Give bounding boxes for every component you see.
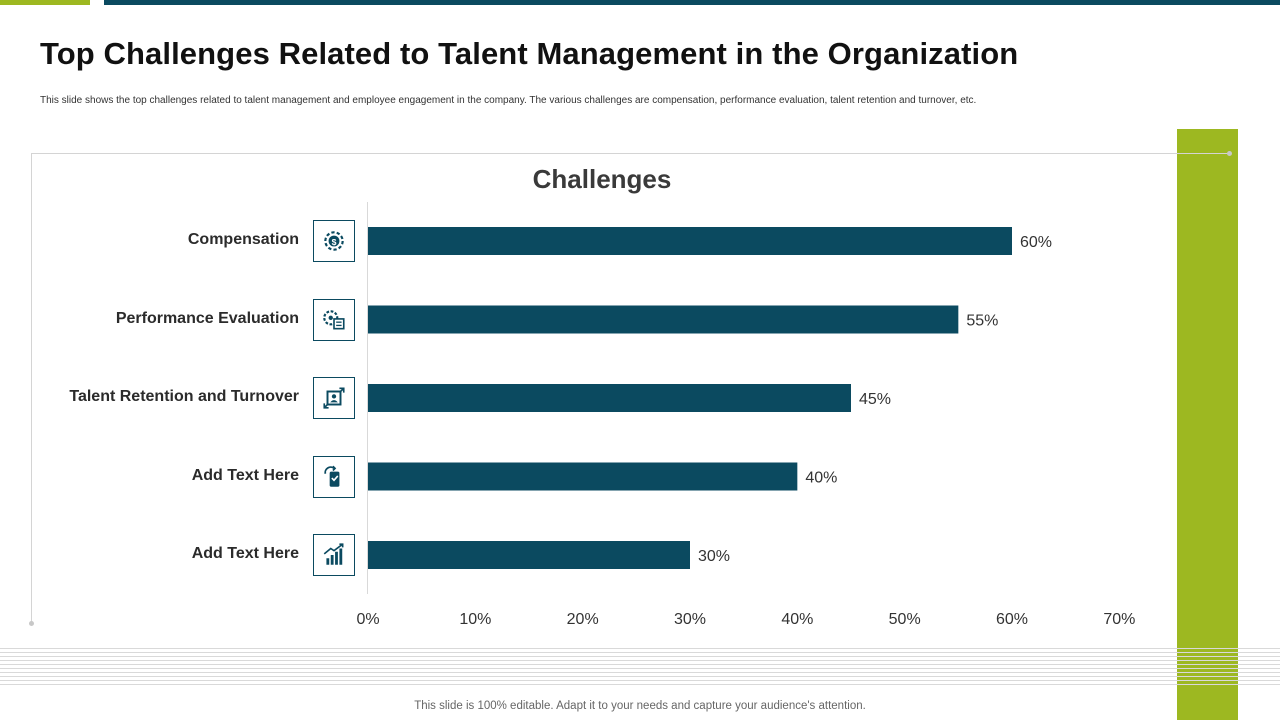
- frame-line-left: [31, 153, 32, 623]
- green-side-pillar: [1177, 129, 1238, 720]
- top-accent-green: [0, 0, 90, 5]
- id-card-arrows-icon: [313, 377, 355, 419]
- x-tick-label: 20%: [567, 611, 599, 628]
- category-label: Add Text Here: [191, 545, 299, 562]
- growth-chart-icon: [313, 534, 355, 576]
- chart-title: Challenges: [532, 164, 672, 194]
- evaluation-gear-icon: [313, 298, 355, 341]
- bar-value-label: 45%: [859, 391, 891, 408]
- page-title: Top Challenges Related to Talent Managem…: [40, 36, 1019, 71]
- x-tick-label: 10%: [459, 611, 491, 628]
- category-label: Talent Retention and Turnover: [69, 388, 299, 405]
- decorative-stripes: [0, 648, 1280, 686]
- x-tick-label: 30%: [674, 611, 706, 628]
- x-tick-label: 60%: [996, 611, 1028, 628]
- frame-dot-top-right: [1227, 151, 1232, 156]
- bar-value-label: 40%: [805, 470, 837, 487]
- bar-value-label: 30%: [698, 548, 730, 565]
- x-tick-label: 70%: [1103, 611, 1135, 628]
- category-label: Performance Evaluation: [115, 309, 299, 327]
- x-tick-label: 40%: [781, 611, 813, 628]
- bar-2: [368, 305, 959, 334]
- frame-line-top: [32, 153, 1230, 154]
- bar-value-label: 55%: [966, 313, 998, 330]
- svg-text:$: $: [332, 237, 337, 247]
- money-gear-icon: $: [313, 220, 355, 262]
- bar-5: [368, 541, 690, 569]
- frame-dot-bottom-left: [29, 621, 34, 626]
- top-accent-teal: [104, 0, 1280, 5]
- bar-3: [368, 384, 851, 412]
- bar-1: [368, 227, 1012, 255]
- x-tick-label: 0%: [356, 611, 379, 628]
- category-label: Compensation: [187, 231, 299, 248]
- bar-4: [368, 462, 798, 491]
- category-label: Add Text Here: [191, 466, 299, 484]
- phone-refresh-icon: [313, 455, 355, 498]
- bar-value-label: 60%: [1020, 234, 1052, 251]
- page-subtitle: This slide shows the top challenges rela…: [40, 95, 977, 106]
- footer-note: This slide is 100% editable. Adapt it to…: [414, 700, 866, 712]
- x-tick-label: 50%: [889, 611, 921, 628]
